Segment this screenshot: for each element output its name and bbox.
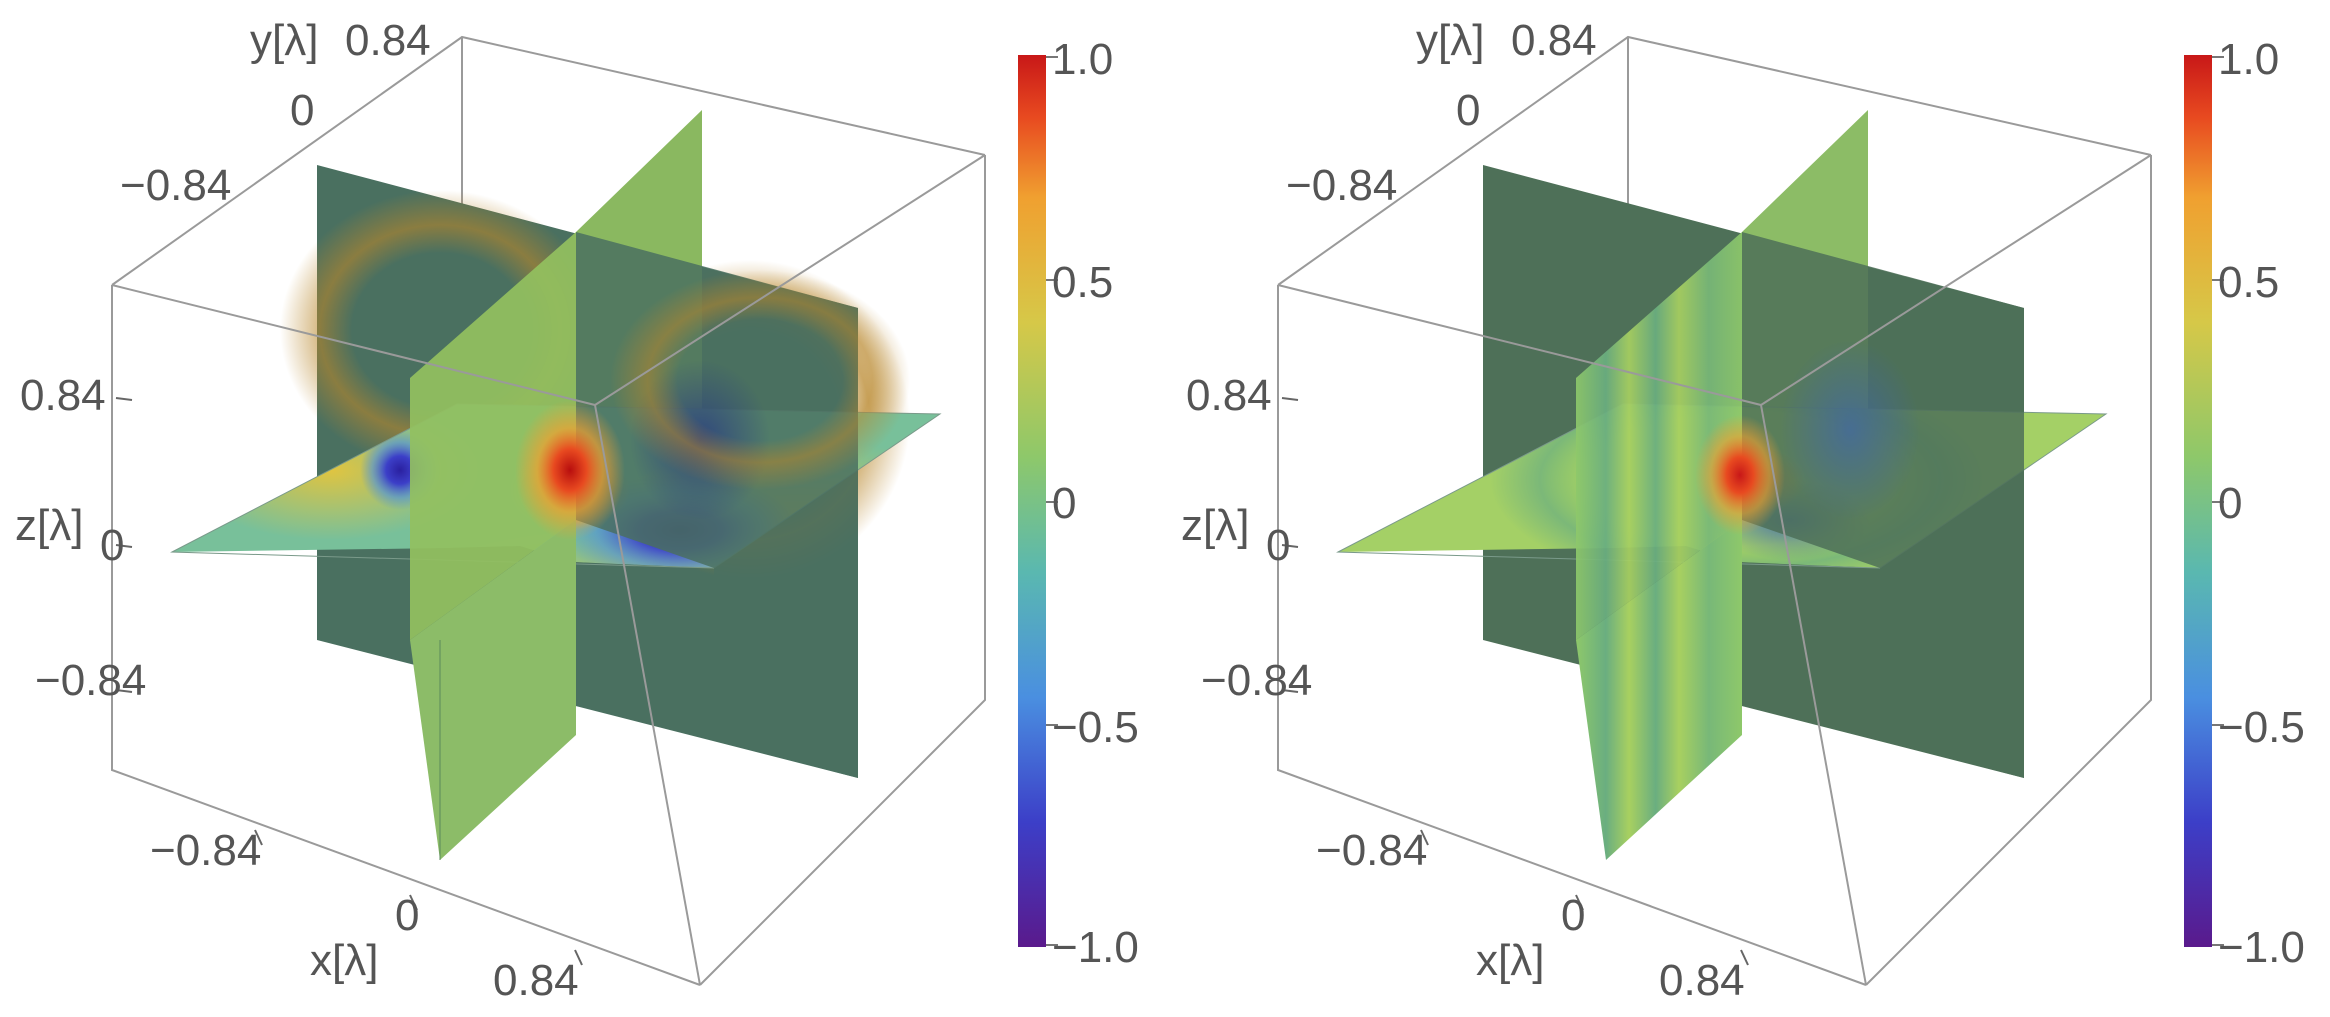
bounding-box-front xyxy=(1277,154,2152,986)
bounding-box-back xyxy=(1277,35,2152,986)
z-tick-mid: 0 xyxy=(1266,521,1290,570)
z-tick-top: 0.84 xyxy=(1186,371,1272,420)
colorbar-right: 1.0 0.5 0 −0.5 −1.0 xyxy=(2184,35,2305,972)
z-tick-top: 0.84 xyxy=(20,371,106,420)
colorbar-tick-0: 0 xyxy=(2218,479,2242,528)
z-axis-label: z[λ] xyxy=(15,501,83,550)
colorbar-tick-neg0.5: −0.5 xyxy=(1052,703,1139,752)
colorbar-tick-1: 1.0 xyxy=(2218,35,2279,84)
axis-ticks xyxy=(115,397,583,966)
colorbar-tick-1: 1.0 xyxy=(1052,35,1113,84)
x-tick-right: 0.84 xyxy=(493,956,579,1005)
colorbar-left: 1.0 0.5 0 −0.5 −1.0 xyxy=(1018,35,1139,972)
x-tick-mid: 0 xyxy=(395,891,419,940)
z-tick-mid: 0 xyxy=(100,521,124,570)
panel-left: 0.84 0 −0.84 y[λ] 0.84 0 −0.84 z[λ] −0.8… xyxy=(15,16,1139,1005)
slice-x0-front xyxy=(410,232,576,640)
colorbar-tick-0: 0 xyxy=(1052,479,1076,528)
colorbar-tick-0.5: 0.5 xyxy=(2218,258,2279,307)
x-tick-mid: 0 xyxy=(1561,891,1585,940)
y-axis-label: y[λ] xyxy=(250,16,318,65)
z-axis-label: z[λ] xyxy=(1181,501,1249,550)
axis-ticks xyxy=(1281,397,1749,966)
z-tick-bottom: −0.84 xyxy=(1201,656,1312,705)
bounding-box-front xyxy=(111,154,986,986)
colorbar-tick-neg1: −1.0 xyxy=(2218,923,2305,972)
y-tick-mid: 0 xyxy=(1456,86,1480,135)
y-tick-top: 0.84 xyxy=(1511,16,1597,65)
panel-right: 0.84 0 −0.84 y[λ] 0.84 0 −0.84 z[λ] −0.8… xyxy=(1181,16,2305,1005)
x-axis-label: x[λ] xyxy=(310,936,378,985)
y-axis-label: y[λ] xyxy=(1416,16,1484,65)
z-tick-bottom: −0.84 xyxy=(35,656,146,705)
bounding-box-back xyxy=(111,35,986,986)
y-tick-top: 0.84 xyxy=(345,16,431,65)
x-tick-right: 0.84 xyxy=(1659,956,1745,1005)
x-tick-left: −0.84 xyxy=(150,826,261,875)
slice-x0-front xyxy=(1576,232,1742,640)
y-tick-bottom: −0.84 xyxy=(120,161,231,210)
y-tick-bottom: −0.84 xyxy=(1286,161,1397,210)
colorbar-tick-neg0.5: −0.5 xyxy=(2218,703,2305,752)
x-tick-left: −0.84 xyxy=(1316,826,1427,875)
x-axis-label: x[λ] xyxy=(1476,936,1544,985)
colorbar-tick-0.5: 0.5 xyxy=(1052,258,1113,307)
colorbar-tick-neg1: −1.0 xyxy=(1052,923,1139,972)
y-tick-mid: 0 xyxy=(290,86,314,135)
